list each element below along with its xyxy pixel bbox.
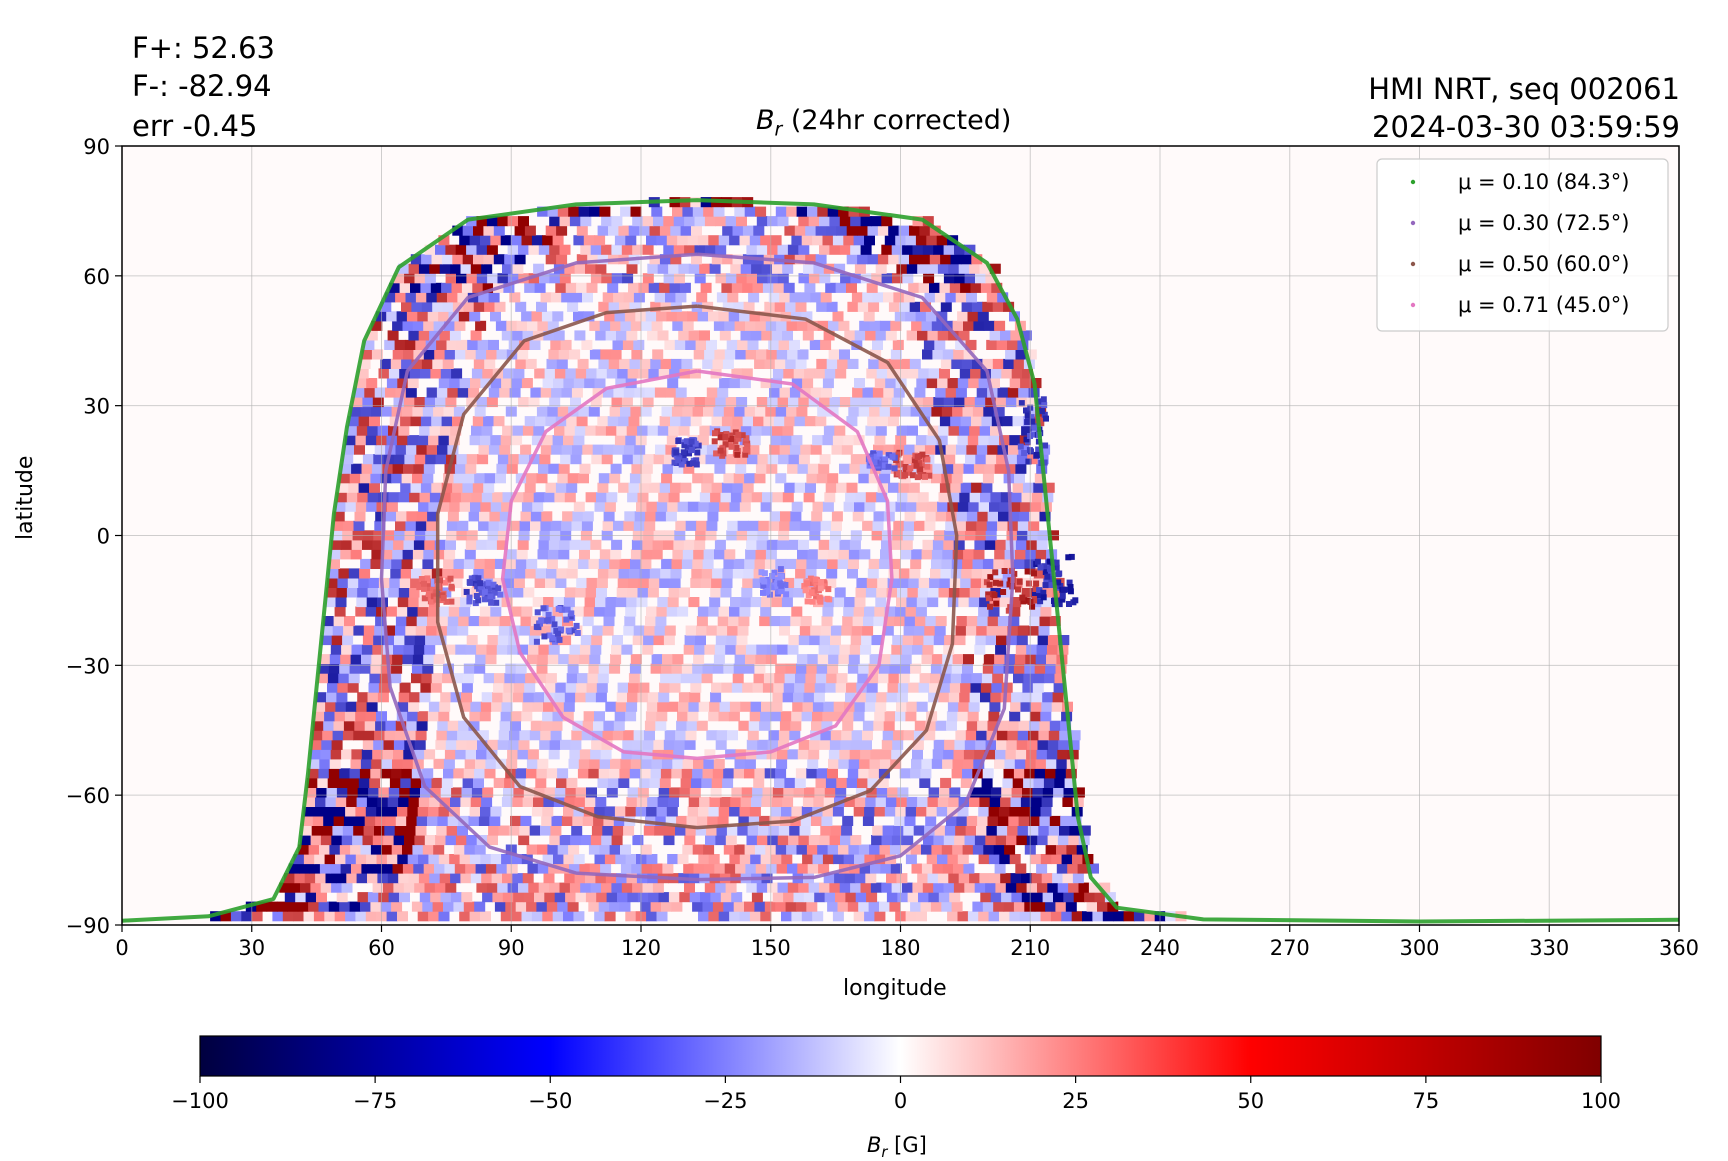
y-tick-label-1: −60 (66, 784, 110, 808)
y-tick-label-2: −30 (66, 654, 110, 678)
y-tick-label-6: 90 (83, 135, 110, 159)
legend-label-2: μ = 0.50 (60.0°) (1458, 252, 1629, 276)
legend-marker-3 (1410, 302, 1416, 308)
timestamp-label: 2024-03-30 03:59:59 (1372, 110, 1680, 144)
colorbar-tick-label-8: 100 (1581, 1089, 1621, 1113)
colorbar-tick-label-0: −100 (171, 1089, 229, 1113)
x-tick-label-1: 30 (238, 936, 265, 960)
flux-negative-label: F-: -82.94 (132, 69, 272, 103)
x-tick-label-3: 90 (498, 936, 525, 960)
flux-error-label: err -0.45 (132, 109, 258, 143)
legend-label-0: μ = 0.10 (84.3°) (1458, 170, 1629, 194)
x-tick-label-2: 60 (368, 936, 395, 960)
y-tick-label-4: 30 (83, 395, 110, 419)
legend-marker-2 (1410, 261, 1416, 267)
y-tick-label-3: 0 (97, 525, 110, 549)
colorbar-tick-label-5: 25 (1062, 1089, 1089, 1113)
colorbar (199, 1035, 1602, 1077)
x-tick-label-4: 120 (621, 936, 661, 960)
colorbar-tick-label-3: −25 (703, 1089, 747, 1113)
legend-label-3: μ = 0.71 (45.0°) (1458, 293, 1629, 317)
colorbar-ticks: −100 −75 −50 −25 0 25 50 75 100 (171, 1076, 1621, 1113)
flux-positive-label: F+: 52.63 (132, 31, 275, 65)
colorbar-tick-label-6: 50 (1237, 1089, 1264, 1113)
legend-marker-1 (1410, 220, 1416, 226)
x-tick-label-8: 240 (1140, 936, 1180, 960)
legend-marker-0 (1410, 179, 1416, 185)
x-tick-label-9: 270 (1270, 936, 1310, 960)
legend-box (1376, 158, 1669, 332)
x-tick-label-11: 330 (1529, 936, 1569, 960)
mu-curve-3 (500, 369, 894, 761)
axis-ticks: 0 30 60 90 120 150 180 210 240 270 300 330 360−90−60… (66, 135, 1699, 960)
colorbar-tick-label-7: 75 (1413, 1089, 1440, 1113)
x-tick-label-0: 0 (115, 936, 128, 960)
mu-curve-1 (379, 252, 1015, 882)
mu-curve-2 (435, 304, 959, 830)
colorbar-tick-label-4: 0 (894, 1089, 907, 1113)
x-tick-label-7: 210 (1010, 936, 1050, 960)
legend-label-1: μ = 0.30 (72.5°) (1458, 211, 1629, 235)
source-label: HMI NRT, seq 002061 (1368, 72, 1680, 106)
x-axis-label: longitude (843, 976, 947, 1001)
colorbar-tick-label-1: −75 (353, 1089, 397, 1113)
y-tick-label-5: 60 (83, 265, 110, 289)
x-tick-label-5: 150 (751, 936, 791, 960)
mu-curve-0 (122, 198, 1679, 924)
legend: μ = 0.10 (84.3°) μ = 0.30 (72.5°) μ = 0.50… (1376, 158, 1669, 332)
chart-title: Br (24hr corrected) (756, 105, 1012, 141)
x-tick-label-6: 180 (880, 936, 920, 960)
colorbar-tick-label-2: −50 (528, 1089, 572, 1113)
magnetogram-heatmap (210, 197, 1187, 922)
x-tick-label-10: 300 (1399, 936, 1439, 960)
mu-contours (122, 198, 1679, 924)
y-tick-label-0: −90 (66, 914, 110, 938)
x-tick-label-12: 360 (1659, 936, 1699, 960)
